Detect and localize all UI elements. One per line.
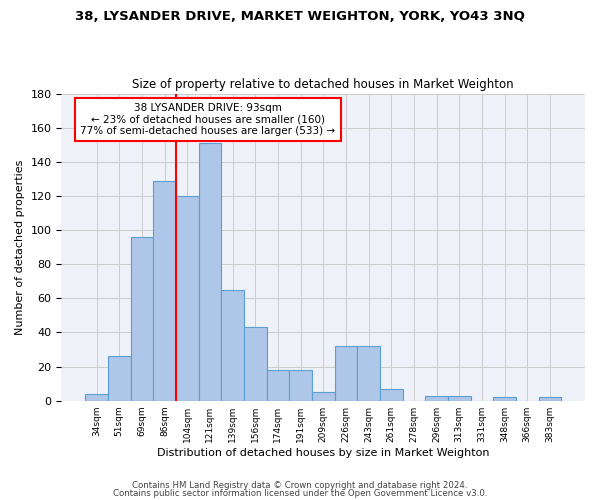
Bar bbox=[289, 370, 312, 400]
Bar bbox=[357, 346, 380, 401]
Text: Contains HM Land Registry data © Crown copyright and database right 2024.: Contains HM Land Registry data © Crown c… bbox=[132, 481, 468, 490]
Title: Size of property relative to detached houses in Market Weighton: Size of property relative to detached ho… bbox=[133, 78, 514, 91]
Text: 38, LYSANDER DRIVE, MARKET WEIGHTON, YORK, YO43 3NQ: 38, LYSANDER DRIVE, MARKET WEIGHTON, YOR… bbox=[75, 10, 525, 23]
Bar bbox=[425, 396, 448, 400]
Bar bbox=[199, 143, 221, 401]
Bar bbox=[244, 328, 266, 400]
Y-axis label: Number of detached properties: Number of detached properties bbox=[15, 160, 25, 335]
Bar bbox=[176, 196, 199, 400]
Bar bbox=[266, 370, 289, 400]
Bar bbox=[312, 392, 335, 400]
Bar bbox=[335, 346, 357, 401]
Bar bbox=[85, 394, 108, 400]
Bar bbox=[448, 396, 470, 400]
X-axis label: Distribution of detached houses by size in Market Weighton: Distribution of detached houses by size … bbox=[157, 448, 490, 458]
Text: Contains public sector information licensed under the Open Government Licence v3: Contains public sector information licen… bbox=[113, 488, 487, 498]
Bar bbox=[539, 398, 561, 400]
Bar bbox=[493, 398, 516, 400]
Bar bbox=[131, 237, 153, 400]
Bar bbox=[380, 389, 403, 400]
Bar bbox=[153, 180, 176, 400]
Bar bbox=[108, 356, 131, 401]
Text: 38 LYSANDER DRIVE: 93sqm
← 23% of detached houses are smaller (160)
77% of semi-: 38 LYSANDER DRIVE: 93sqm ← 23% of detach… bbox=[80, 103, 335, 136]
Bar bbox=[221, 290, 244, 401]
